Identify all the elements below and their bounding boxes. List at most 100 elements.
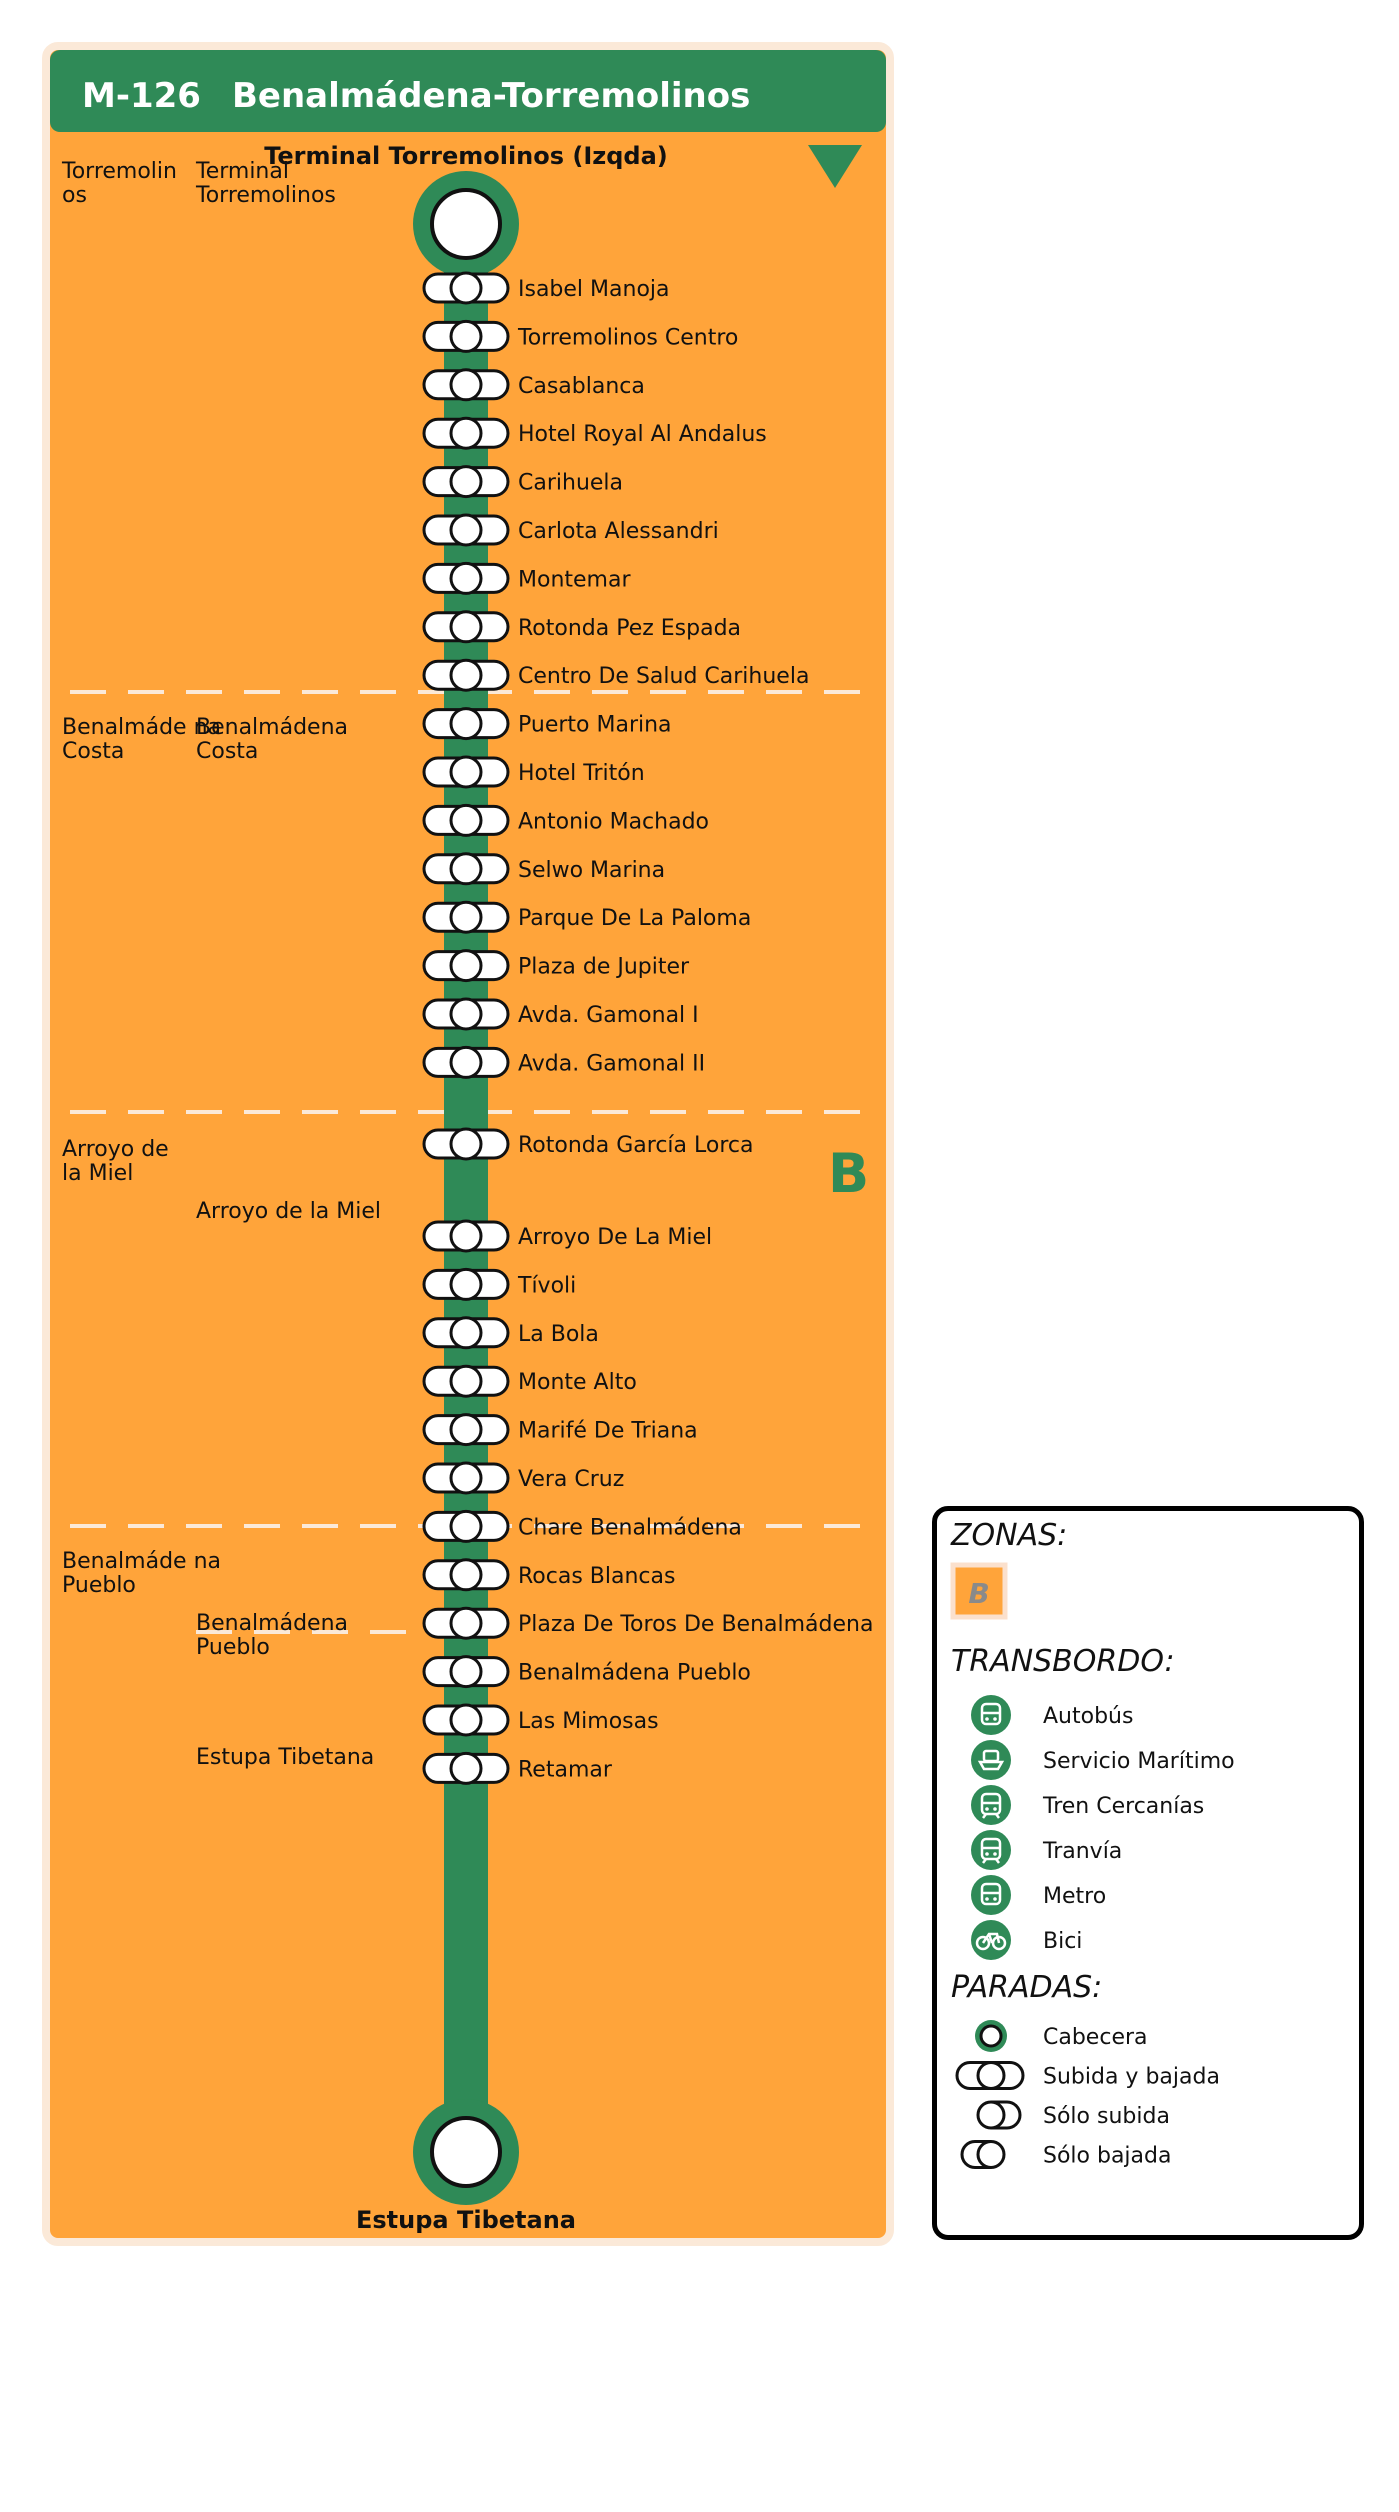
stop-name: Hotel Tritón [518, 761, 645, 786]
legend-stop-label: Sólo subida [1043, 2104, 1170, 2129]
stop-name: Rotonda Pez Espada [518, 616, 741, 641]
neighborhood-label: Benalmádena Costa [196, 715, 348, 764]
legend-zones-title: ZONAS: [950, 1518, 1067, 1553]
metro-icon [971, 1875, 1011, 1915]
line-header [50, 50, 886, 132]
legend-transfer-label: Tren Cercanías [1042, 1794, 1204, 1819]
stop-name: Avda. Gamonal I [518, 1003, 699, 1028]
legend-stop-item: Sólo subida [976, 2100, 1170, 2130]
stop-item: Retamar [422, 1751, 613, 1785]
stop-marker-dot [449, 465, 483, 499]
stop-item: Selwo Marina [422, 852, 665, 886]
legend-transfer-title: TRANSBORDO: [951, 1644, 1175, 1679]
stop-marker-dot [449, 416, 483, 450]
stop-name: Antonio Machado [518, 809, 709, 834]
legend-transfer-item: Autobús [971, 1695, 1133, 1735]
stop-name: Vera Cruz [518, 1467, 624, 1492]
ferry-icon [971, 1740, 1011, 1780]
line-code: M-126 [82, 76, 201, 116]
legend-stop-item: Cabecera [975, 2020, 1148, 2052]
stop-name: Torremolinos Centro [517, 325, 738, 350]
stop-name: Chare Benalmádena [518, 1515, 742, 1540]
start-terminal-marker [430, 188, 502, 260]
stop-marker-dot [449, 1219, 483, 1253]
stop-item: Monte Alto [422, 1364, 637, 1398]
stop-marker-dot [449, 513, 483, 547]
legend-transfer-item: Tren Cercanías [971, 1785, 1204, 1825]
stop-marker-dot [449, 1316, 483, 1350]
stop-item: Centro De Salud Carihuela [422, 658, 809, 692]
stop-name: Isabel Manoja [518, 277, 670, 302]
stop-name: Montemar [518, 567, 631, 592]
stop-marker-dot [449, 1127, 483, 1161]
stop-marker-dot [449, 1606, 483, 1640]
stop-name: Marifé De Triana [518, 1419, 698, 1444]
start-terminal-label: Terminal Torremolinos (Izqda) [264, 142, 668, 170]
legend-stops-title: PARADAS: [951, 1970, 1102, 2005]
line-name: Benalmádena-Torremolinos [232, 76, 750, 116]
stop-marker-dot [449, 1461, 483, 1495]
stop-item: Plaza de Jupiter [422, 949, 690, 983]
legend-zone-swatch [950, 1562, 1008, 1620]
stop-marker-dot [449, 561, 483, 595]
neighborhood-label: Benalmádena Pueblo [196, 1611, 348, 1660]
zone-letter: B [828, 1142, 869, 1205]
stop-item: Montemar [422, 561, 631, 595]
stop-item: Puerto Marina [422, 707, 672, 741]
stop-marker-dot [449, 997, 483, 1031]
stop-name: Rotonda García Lorca [518, 1133, 753, 1158]
stop-item: Hotel Tritón [422, 755, 645, 789]
stop-name: Plaza de Jupiter [518, 955, 690, 980]
legend-transfer-item: Servicio Marítimo [971, 1740, 1235, 1780]
legend-transfer-label: Tranvía [1042, 1839, 1122, 1864]
legend-transfer-item: Bici [971, 1920, 1082, 1960]
stop-item: Benalmádena Pueblo [422, 1655, 751, 1689]
stop-item: Las Mimosas [422, 1703, 659, 1737]
stop-name: Casablanca [518, 374, 645, 399]
stops-layer: Isabel Manoja Torremolinos Centro Casablan… [422, 271, 873, 1785]
legend-transfer-label: Servicio Marítimo [1043, 1749, 1235, 1774]
stop-item: Isabel Manoja [422, 271, 670, 305]
stop-item: Rotonda Pez Espada [422, 610, 741, 644]
neighborhood-label: Terminal Torremolinos [195, 159, 336, 208]
tram-icon [971, 1830, 1011, 1870]
stop-marker-dot [449, 1267, 483, 1301]
stop-name: Carihuela [518, 471, 623, 496]
legend-stop-item: Subida y bajada [955, 2061, 1220, 2090]
legend-transfer-item: Tranvía [971, 1830, 1122, 1870]
legend-box: ZONAS: B TRANSBORDO: Autobús Servicio Mar… [932, 1506, 1364, 2240]
stop-item: Rocas Blancas [422, 1558, 675, 1592]
legend-transfer-label: Metro [1043, 1884, 1106, 1909]
stop-marker-dot [449, 658, 483, 692]
municipality-label: Arroyo de la Miel [62, 1137, 169, 1186]
legend-stop-label: Subida y bajada [1043, 2065, 1220, 2090]
neighborhood-label: Arroyo de la Miel [196, 1199, 381, 1224]
stop-name: Puerto Marina [518, 713, 672, 738]
stop-marker-dot [449, 319, 483, 353]
stop-item: Vera Cruz [422, 1461, 624, 1495]
stop-marker-dot [449, 803, 483, 837]
stop-name: Avda. Gamonal II [518, 1051, 705, 1076]
stop-marker-dot [449, 852, 483, 886]
legend-stop-item: Sólo bajada [960, 2140, 1171, 2169]
stop-item: Tívoli [422, 1267, 576, 1301]
stop-marker-dot [449, 1751, 483, 1785]
stop-item: Marifé De Triana [422, 1413, 698, 1447]
bus-icon [971, 1695, 1011, 1735]
municipality-label: Benalmáde na Costa [62, 715, 221, 764]
legend-transfer-label: Autobús [1043, 1704, 1133, 1729]
end-terminal-label: Estupa Tibetana [356, 2206, 576, 2234]
stop-item: Carihuela [422, 465, 623, 499]
stop-name: Carlota Alessandri [518, 519, 719, 544]
stop-marker-dot [449, 271, 483, 305]
stop-marker-dot [449, 1509, 483, 1543]
legend-zone-sample: B [968, 1577, 989, 1610]
stop-item: Chare Benalmádena [422, 1509, 742, 1543]
stop-marker-dot [449, 610, 483, 644]
stop-item: Rotonda García Lorca [422, 1127, 753, 1161]
stop-item: Casablanca [422, 368, 645, 402]
stop-item: Avda. Gamonal II [422, 1045, 705, 1079]
stop-name: Benalmádena Pueblo [518, 1661, 751, 1686]
stop-name: Arroyo De La Miel [518, 1225, 712, 1250]
stop-name: Centro De Salud Carihuela [518, 664, 809, 689]
